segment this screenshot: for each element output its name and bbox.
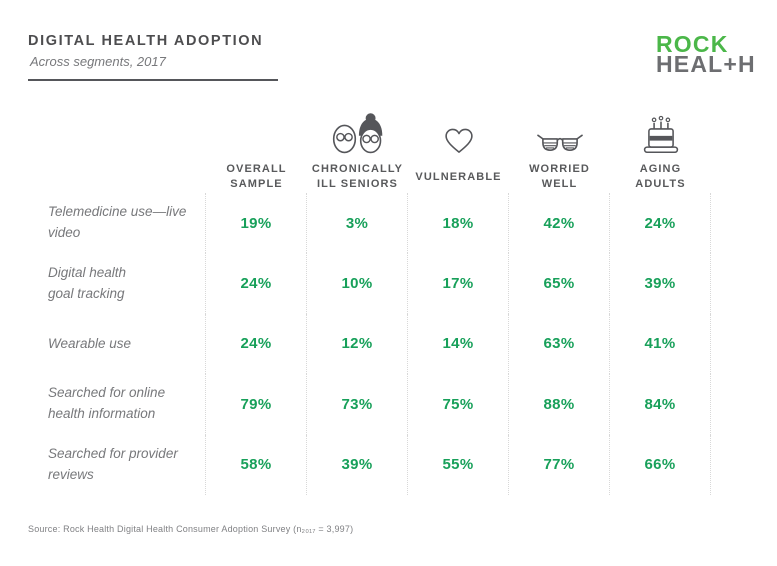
- value-cell: 77%: [509, 434, 610, 495]
- adoption-table: OVERALL SAMPLE CHRONICALLY ILL SE: [28, 95, 711, 495]
- value-cell: 10%: [307, 253, 408, 314]
- sunglasses-icon: [536, 104, 584, 156]
- value-cell: 14%: [408, 313, 509, 375]
- column-header-vulnerable: VULNERABLE: [408, 95, 509, 193]
- row-label: Digital health goal tracking: [28, 253, 206, 314]
- value-cell: 24%: [206, 313, 307, 375]
- column-label: CHRONICALLY ILL SENIORS: [311, 163, 404, 190]
- value-cell: 24%: [206, 253, 307, 314]
- row-label: Wearable use: [28, 313, 206, 375]
- heart-icon: [443, 104, 475, 156]
- table-row: Searched for provider reviews 58% 39% 55…: [28, 434, 711, 495]
- column-label: VULNERABLE: [415, 170, 502, 183]
- value-cell: 24%: [610, 193, 711, 254]
- row-label: Telemedicine use—live video: [28, 193, 206, 254]
- value-cell: 88%: [509, 374, 610, 435]
- value-cell: 55%: [408, 434, 509, 495]
- title-block: DIGITAL HEALTH ADOPTION Across segments,…: [28, 33, 278, 81]
- column-label: AGING ADULTS: [635, 163, 686, 190]
- value-cell: 63%: [509, 313, 610, 375]
- value-cell: 58%: [206, 434, 307, 495]
- logo-line-health: HEAL+H: [656, 51, 756, 77]
- value-cell: 3%: [307, 193, 408, 254]
- column-label: WORRIED WELL: [529, 163, 590, 190]
- value-cell: 17%: [408, 253, 509, 314]
- table-body: Telemedicine use—live video 19% 3% 18% 4…: [28, 193, 711, 495]
- value-cell: 12%: [307, 313, 408, 375]
- value-cell: 18%: [408, 193, 509, 254]
- title-underline: [28, 79, 278, 81]
- value-cell: 41%: [610, 313, 711, 375]
- cake-icon: [642, 104, 680, 156]
- row-label: Searched for provider reviews: [28, 434, 206, 495]
- table-header-row: OVERALL SAMPLE CHRONICALLY ILL SE: [28, 95, 711, 193]
- logo-line-rock: ROCK: [656, 31, 729, 57]
- value-cell: 75%: [408, 374, 509, 435]
- value-cell: 73%: [307, 374, 408, 435]
- value-cell: 39%: [307, 434, 408, 495]
- column-header-overall-sample: OVERALL SAMPLE: [206, 95, 307, 193]
- value-cell: 66%: [610, 434, 711, 495]
- value-cell: 84%: [610, 374, 711, 435]
- column-header-chronically-ill-seniors: CHRONICALLY ILL SENIORS: [307, 95, 408, 193]
- row-label: Searched for online health information: [28, 374, 206, 435]
- value-cell: 65%: [509, 253, 610, 314]
- rock-health-logo: ROCK HEAL+H: [656, 31, 756, 77]
- header-spacer: [28, 95, 206, 193]
- value-cell: 39%: [610, 253, 711, 314]
- column-header-aging-adults: AGING ADULTS: [610, 95, 711, 193]
- value-cell: 19%: [206, 193, 307, 254]
- page-subtitle: Across segments, 2017: [30, 54, 166, 69]
- table-row: Telemedicine use—live video 19% 3% 18% 4…: [28, 193, 711, 254]
- table-row: Searched for online health information 7…: [28, 374, 711, 435]
- table-row: Wearable use 24% 12% 14% 63% 41%: [28, 313, 711, 375]
- column-header-worried-well: WORRIED WELL: [509, 95, 610, 193]
- source-note: Source: Rock Health Digital Health Consu…: [28, 524, 354, 534]
- table-row: Digital health goal tracking 24% 10% 17%…: [28, 253, 711, 314]
- seniors-icon: [331, 104, 385, 156]
- value-cell: 79%: [206, 374, 307, 435]
- page-title: DIGITAL HEALTH ADOPTION: [28, 33, 264, 49]
- value-cell: 42%: [509, 193, 610, 254]
- column-label: OVERALL SAMPLE: [226, 163, 287, 190]
